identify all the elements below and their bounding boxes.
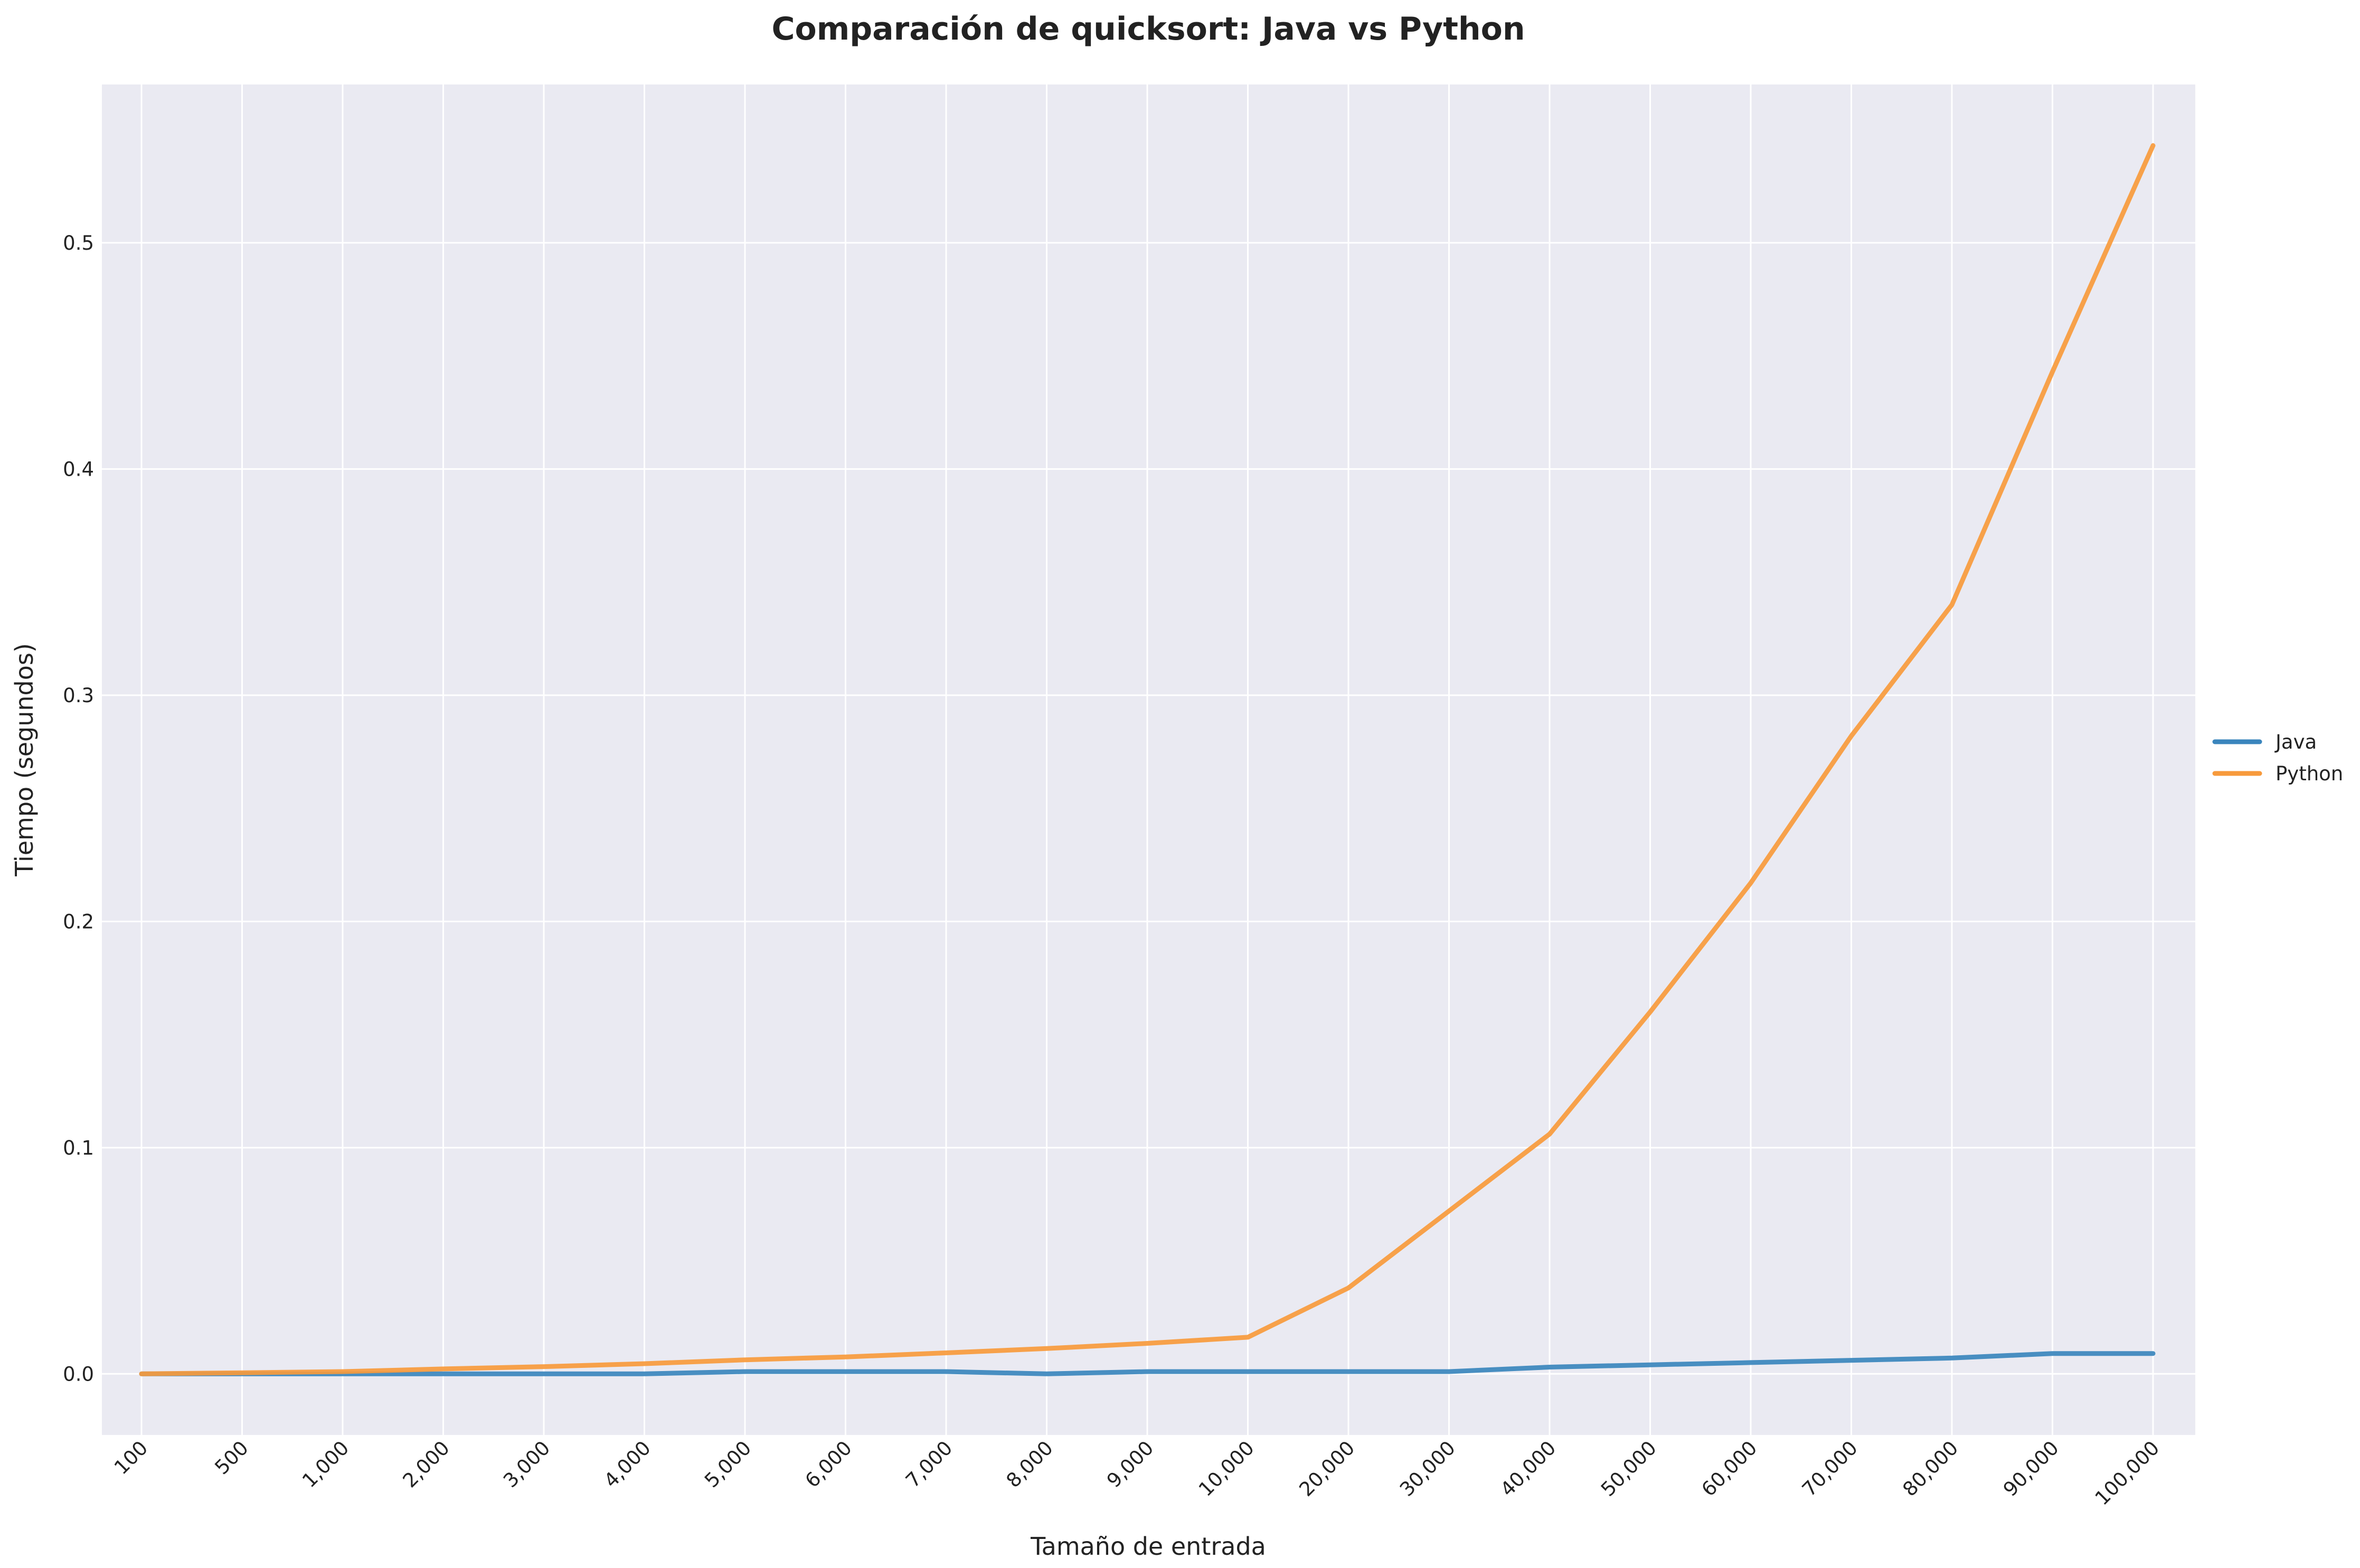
y-tick-label: 0.4	[63, 458, 94, 480]
series-line-python	[139, 143, 2156, 1376]
y-tick-label: 0.2	[63, 910, 94, 933]
legend-label-python: Python	[2276, 762, 2343, 785]
chart-title: Comparación de quicksort: Java vs Python	[771, 11, 1525, 48]
legend-label-java: Java	[2274, 731, 2317, 753]
x-axis-label: Tamaño de entrada	[1030, 1532, 1266, 1561]
y-axis-label: Tiempo (segundos)	[10, 643, 39, 877]
y-tick-label: 0.5	[63, 232, 94, 254]
series-layer	[139, 143, 2156, 1376]
y-tick-labels: 0.0 0.1 0.2 0.3 0.4 0.5	[63, 232, 94, 1385]
plot-area	[102, 84, 2195, 1435]
y-tick-label: 0.1	[63, 1137, 94, 1159]
legend: Java Python	[2212, 731, 2343, 785]
y-tick-label: 0.3	[63, 684, 94, 707]
series-line-java	[139, 1351, 2156, 1376]
y-tick-label: 0.0	[63, 1363, 94, 1385]
x-grid	[140, 84, 2154, 1435]
